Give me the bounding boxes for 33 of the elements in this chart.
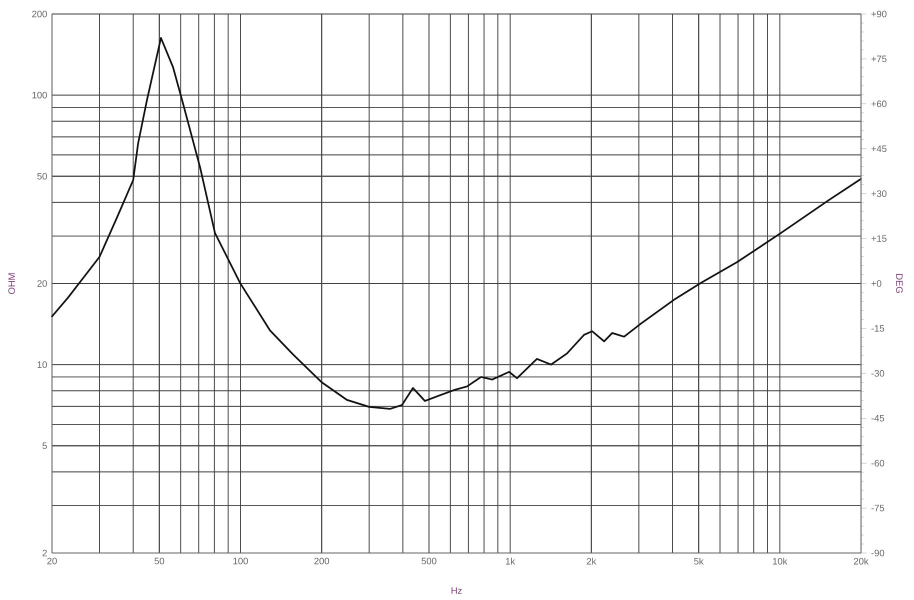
y-tick-label: 50 — [37, 172, 47, 180]
x-axis-title: Hz — [452, 587, 462, 594]
y-tick-label: 200 — [32, 10, 47, 18]
y2-tick-label: -90 — [871, 550, 884, 556]
y2-tick-label: -45 — [871, 414, 884, 422]
x-tick-label: 200 — [314, 558, 330, 564]
x-tick-label: 5k — [694, 558, 704, 565]
x-tick-label: 20 — [47, 558, 57, 564]
x-tick-label: 20k — [854, 558, 869, 565]
y-tick-label: 5 — [42, 442, 47, 449]
x-tick-label: 2k — [586, 558, 596, 564]
y2-tick-label: -30 — [871, 370, 884, 377]
y-tick-label: 100 — [32, 92, 47, 98]
y2-tick-label: +75 — [872, 56, 886, 62]
x-tick-label: 10k — [773, 558, 788, 565]
y2-tick-label: +15 — [872, 235, 886, 242]
y-tick-label: 20 — [37, 280, 47, 287]
y2-tick-label: +30 — [872, 190, 887, 197]
y2-axis-title: DEG — [896, 274, 903, 293]
y2-tick-label: +45 — [872, 146, 886, 152]
y2-tick-label: +60 — [872, 100, 887, 108]
y-tick-label: 2 — [42, 550, 47, 556]
x-tick-label: 100 — [233, 558, 248, 564]
x-tick-label: 50 — [154, 558, 164, 564]
x-tick-label: 1k — [506, 558, 516, 564]
y2-tick-label: +90 — [872, 10, 887, 18]
y2-tick-label: +0 — [872, 280, 882, 287]
y2-tick-label: -60 — [871, 460, 884, 466]
y2-tick-label: -15 — [871, 325, 884, 332]
y-tick-label: 10 — [38, 361, 47, 368]
y2-tick-label: -75 — [871, 504, 884, 512]
x-tick-label: 500 — [422, 558, 436, 564]
y-axis-title: OHM — [8, 273, 15, 294]
